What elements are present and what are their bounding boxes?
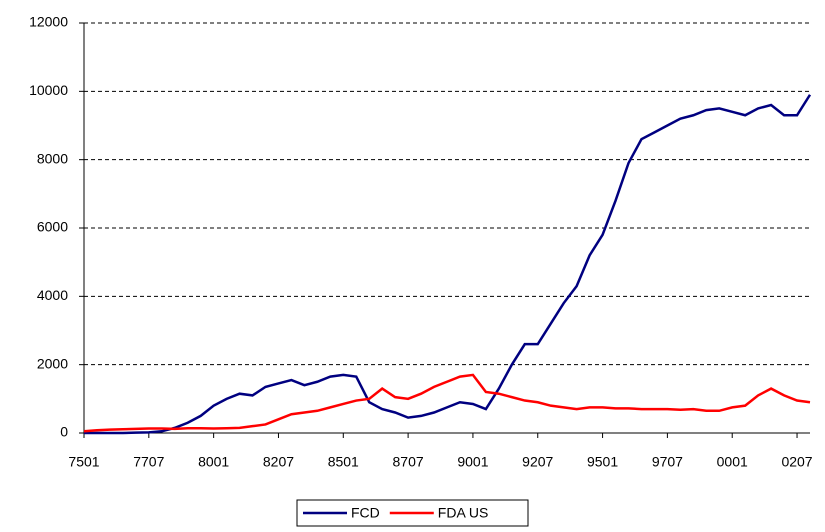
x-tick-label: 7501 [68,454,99,470]
legend-label: FCD [351,505,380,521]
x-tick-label: 9707 [652,454,683,470]
y-tick-label: 12000 [29,14,68,30]
x-tick-label: 8001 [198,454,229,470]
x-tick-label: 7707 [133,454,164,470]
x-tick-label: 9207 [522,454,553,470]
series-line [83,373,811,433]
x-tick-label: 9501 [587,454,618,470]
y-tick-label: 2000 [37,355,68,371]
y-tick-label: 4000 [37,287,68,303]
y-tick-label: 6000 [37,219,68,235]
x-tick-label: 8207 [263,454,294,470]
x-tick-label: 8707 [393,454,424,470]
x-tick-label: 0207 [781,454,812,470]
x-tick-label: 9001 [457,454,488,470]
series-line [84,94,812,435]
y-tick-label: 8000 [37,150,68,166]
x-tick-label: 0001 [717,454,748,470]
x-tick-label: 8501 [328,454,359,470]
y-tick-label: 0 [60,424,68,440]
legend-label: FDA US [438,505,489,521]
y-tick-label: 10000 [29,82,68,98]
